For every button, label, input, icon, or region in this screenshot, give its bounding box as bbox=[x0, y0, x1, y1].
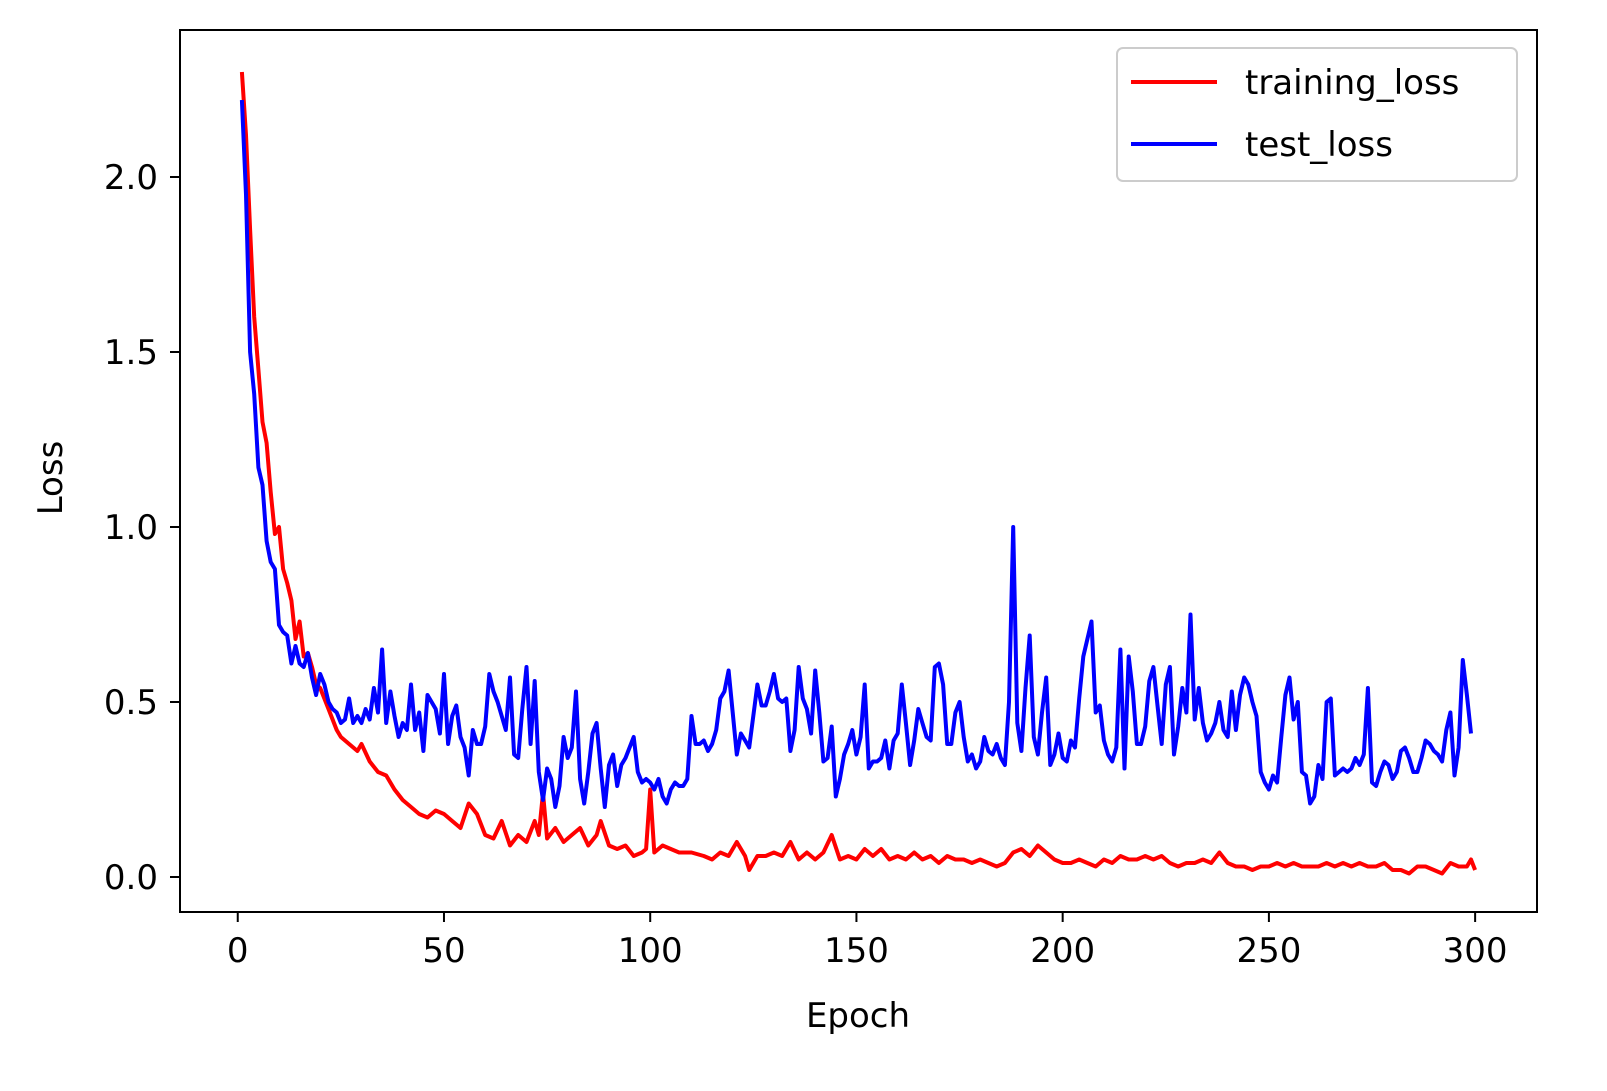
y-tick-label: 1.0 bbox=[104, 508, 158, 548]
axes-frame bbox=[179, 29, 1538, 913]
legend-label-test-loss: test_loss bbox=[1245, 125, 1393, 165]
y-axis-ticks: 0.0 0.5 1.0 1.5 2.0 bbox=[104, 158, 180, 898]
y-axis-label: Loss bbox=[31, 441, 71, 516]
plot-area bbox=[179, 29, 1538, 913]
y-tick-label: 0.0 bbox=[104, 858, 158, 898]
y-tick-label: 0.5 bbox=[104, 683, 158, 723]
x-tick-label: 200 bbox=[1030, 931, 1095, 971]
x-tick-label: 50 bbox=[422, 931, 465, 971]
x-tick-label: 150 bbox=[824, 931, 889, 971]
x-tick-label: 250 bbox=[1236, 931, 1301, 971]
legend-label-training-loss: training_loss bbox=[1245, 63, 1459, 103]
series-line-training-loss bbox=[239, 71, 1477, 876]
x-tick-label: 100 bbox=[618, 931, 683, 971]
series-layer bbox=[239, 71, 1477, 876]
x-tick-label: 300 bbox=[1443, 931, 1508, 971]
x-axis-ticks: 0 50 100 150 200 250 300 bbox=[227, 912, 1508, 971]
x-tick-label: 0 bbox=[227, 931, 249, 971]
x-axis-label: Epoch bbox=[806, 996, 910, 1036]
y-tick-label: 1.5 bbox=[104, 333, 158, 373]
series-line-test-loss bbox=[239, 99, 1473, 809]
legend: training_loss test_loss bbox=[1116, 47, 1518, 182]
y-tick-label: 2.0 bbox=[104, 158, 158, 198]
